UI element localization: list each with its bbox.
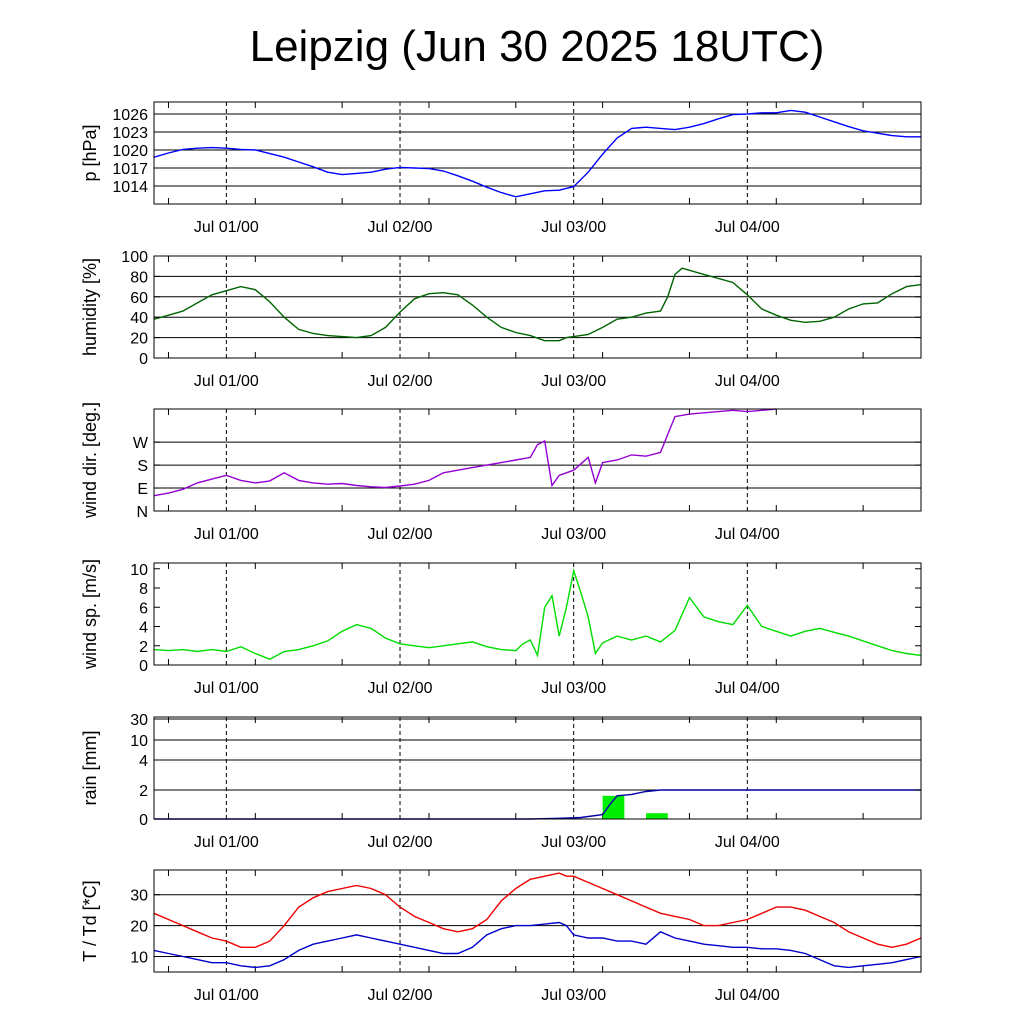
panel-humidity: 0 20 40 60 80 100 Jul 01/00 Jul 02/00 Jul 03/00 J… — [80, 249, 922, 390]
y-tick-label: 8 — [139, 581, 148, 598]
y-axis-label: T / Td [*C] — [80, 880, 100, 961]
series-line-pressure-0 — [153, 109, 921, 198]
series-line-wind_direction-0 — [153, 408, 777, 497]
y-tick-label: 60 — [130, 290, 148, 307]
y-tick-label: 10 — [130, 733, 148, 750]
date-label: Jul 04/00 — [715, 680, 780, 697]
date-label: Jul 03/00 — [541, 526, 606, 543]
rain-bar — [646, 813, 668, 819]
y-tick-label: 1023 — [112, 125, 148, 142]
panel-frame — [153, 562, 922, 666]
y-tick-label: 1020 — [112, 143, 148, 160]
series-line-temperature-1 — [153, 921, 922, 969]
y-tick-label: 10 — [130, 950, 148, 967]
date-label: Jul 03/00 — [541, 987, 606, 1004]
y-tick-label: W — [133, 435, 149, 452]
date-label: Jul 04/00 — [715, 219, 780, 236]
y-tick-label: S — [137, 458, 148, 475]
y-tick-label: 1026 — [112, 107, 148, 124]
y-tick-label: 30 — [130, 888, 148, 905]
date-label: Jul 04/00 — [715, 373, 780, 390]
series-line-rain-0 — [154, 789, 921, 820]
date-label: Jul 01/00 — [194, 834, 259, 851]
date-label: Jul 04/00 — [715, 526, 780, 543]
y-tick-label: 10 — [130, 562, 148, 579]
y-tick-label: 6 — [139, 600, 148, 617]
date-label: Jul 02/00 — [368, 680, 433, 697]
panel-frame — [153, 255, 922, 359]
date-label: Jul 03/00 — [541, 680, 606, 697]
y-tick-label: 1014 — [112, 179, 148, 196]
y-tick-label: 40 — [130, 310, 148, 327]
date-label: Jul 01/00 — [194, 219, 259, 236]
date-label: Jul 02/00 — [368, 526, 433, 543]
date-label: Jul 02/00 — [368, 219, 433, 236]
y-tick-label: 4 — [139, 753, 148, 770]
panel-frame — [153, 101, 922, 205]
date-label: Jul 01/00 — [194, 526, 259, 543]
date-label: Jul 04/00 — [715, 987, 780, 1004]
date-label: Jul 02/00 — [368, 834, 433, 851]
y-tick-label: 0 — [139, 812, 148, 829]
date-label: Jul 01/00 — [194, 680, 259, 697]
date-label: Jul 02/00 — [368, 373, 433, 390]
y-tick-label: 100 — [121, 249, 148, 266]
y-tick-label: 80 — [130, 269, 148, 286]
date-label: Jul 04/00 — [715, 834, 780, 851]
y-axis-label: wind dir. [deg.] — [80, 402, 100, 519]
y-tick-label: 0 — [139, 351, 148, 368]
y-tick-label: 20 — [130, 919, 148, 936]
date-label: Jul 03/00 — [541, 373, 606, 390]
y-tick-label: 0 — [139, 658, 148, 675]
y-axis-label: wind sp. [m/s] — [80, 559, 100, 670]
panel-frame — [153, 869, 922, 973]
chart-title: Leipzig (Jun 30 2025 18UTC) — [249, 22, 825, 71]
series-line-temperature-0 — [153, 872, 922, 949]
series-line-wind_speed-0 — [153, 567, 922, 660]
y-tick-label: 2 — [139, 639, 148, 656]
y-tick-label: 4 — [139, 620, 148, 637]
y-axis-label: humidity [%] — [80, 258, 100, 356]
date-label: Jul 01/00 — [194, 373, 259, 390]
date-label: Jul 03/00 — [541, 219, 606, 236]
y-tick-label: E — [137, 481, 148, 498]
y-tick-label: 2 — [139, 783, 148, 800]
date-label: Jul 03/00 — [541, 834, 606, 851]
date-label: Jul 02/00 — [368, 987, 433, 1004]
panel-wind_speed: 0 2 4 6 8 10 Jul 01/00 Jul 02/00 Jul 03/00 Jul 04… — [80, 559, 922, 697]
panel-rain: 0 2 4 10 30 Jul 01/00 Jul 02/00 Jul 03/00 Jul 04… — [80, 712, 922, 851]
y-tick-label: 20 — [130, 331, 148, 348]
y-tick-label: 30 — [130, 712, 148, 729]
y-tick-label: 1017 — [112, 161, 148, 178]
panel-frame — [153, 716, 922, 820]
y-axis-label: p [hPa] — [80, 124, 100, 181]
panel-frame — [153, 408, 922, 512]
series-line-humidity-0 — [153, 267, 922, 342]
date-label: Jul 01/00 — [194, 987, 259, 1004]
y-tick-label: N — [136, 504, 148, 521]
y-axis-label: rain [mm] — [80, 730, 100, 805]
rain-bar — [602, 795, 625, 819]
panel-temperature: 10 20 30 Jul 01/00 Jul 02/00 Jul 03/00 Jul 04/… — [80, 869, 922, 1004]
